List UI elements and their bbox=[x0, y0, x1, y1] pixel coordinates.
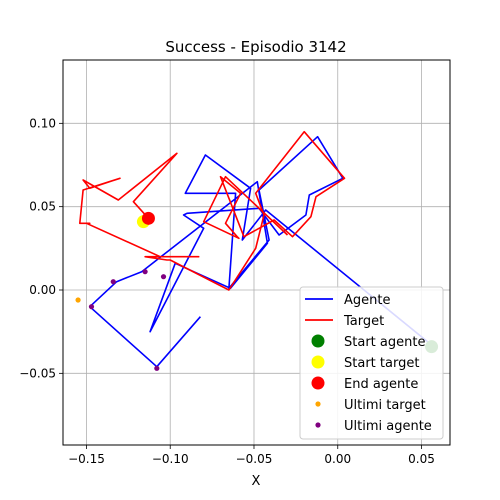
plot-frame bbox=[62, 59, 451, 446]
legend-swatch-end-agente bbox=[311, 376, 325, 390]
y-ticks: −0.05 0.00 0.05 0.10 bbox=[19, 116, 63, 380]
x-tick-label: −0.15 bbox=[68, 452, 105, 466]
legend-swatch-ultimi-agente bbox=[315, 422, 321, 428]
x-axis-label: X bbox=[252, 474, 261, 489]
point-ultimi-agente bbox=[154, 365, 160, 371]
legend-label-target: Target bbox=[343, 314, 384, 329]
grid bbox=[63, 60, 450, 445]
point-ultimi-agente bbox=[88, 304, 95, 310]
legend-swatch-start-agente bbox=[311, 334, 325, 348]
legend-label-agente: Agente bbox=[344, 293, 390, 308]
marker-end-agente bbox=[141, 211, 155, 225]
series-target-line bbox=[79, 130, 346, 291]
x-tick-label: −0.05 bbox=[236, 452, 273, 466]
legend-box bbox=[299, 286, 444, 440]
x-tick-label: −0.10 bbox=[152, 452, 189, 466]
chart-title: Success - Episodio 3142 bbox=[165, 38, 346, 56]
point-ultimi-agente bbox=[142, 269, 148, 275]
point-ultimi-agente bbox=[160, 274, 167, 280]
x-ticks: −0.15 −0.10 −0.05 0.00 0.05 bbox=[68, 445, 435, 466]
x-tick-label: 0.05 bbox=[408, 452, 435, 466]
legend-label-ultimi-target: Ultimi target bbox=[344, 398, 426, 413]
legend-label-start-target: Start target bbox=[344, 356, 419, 371]
point-ultimi-agente bbox=[110, 279, 116, 285]
legend-label-ultimi-agente: Ultimi agente bbox=[344, 419, 432, 434]
y-tick-label: −0.05 bbox=[19, 366, 56, 380]
legend-label-start-agente: Start agente bbox=[344, 335, 425, 350]
legend: Agente Target Start agente Start target End … bbox=[299, 286, 444, 440]
legend-label-end-agente: End agente bbox=[344, 377, 418, 392]
x-tick-label: 0.00 bbox=[324, 452, 351, 466]
y-tick-label: 0.00 bbox=[29, 283, 56, 297]
series-agente-line bbox=[89, 135, 433, 368]
point-ultimi-target bbox=[75, 297, 81, 303]
y-tick-label: 0.10 bbox=[29, 116, 56, 130]
legend-swatch-ultimi-target bbox=[315, 401, 321, 407]
legend-swatch-start-target bbox=[311, 355, 325, 369]
y-tick-label: 0.05 bbox=[29, 200, 56, 214]
